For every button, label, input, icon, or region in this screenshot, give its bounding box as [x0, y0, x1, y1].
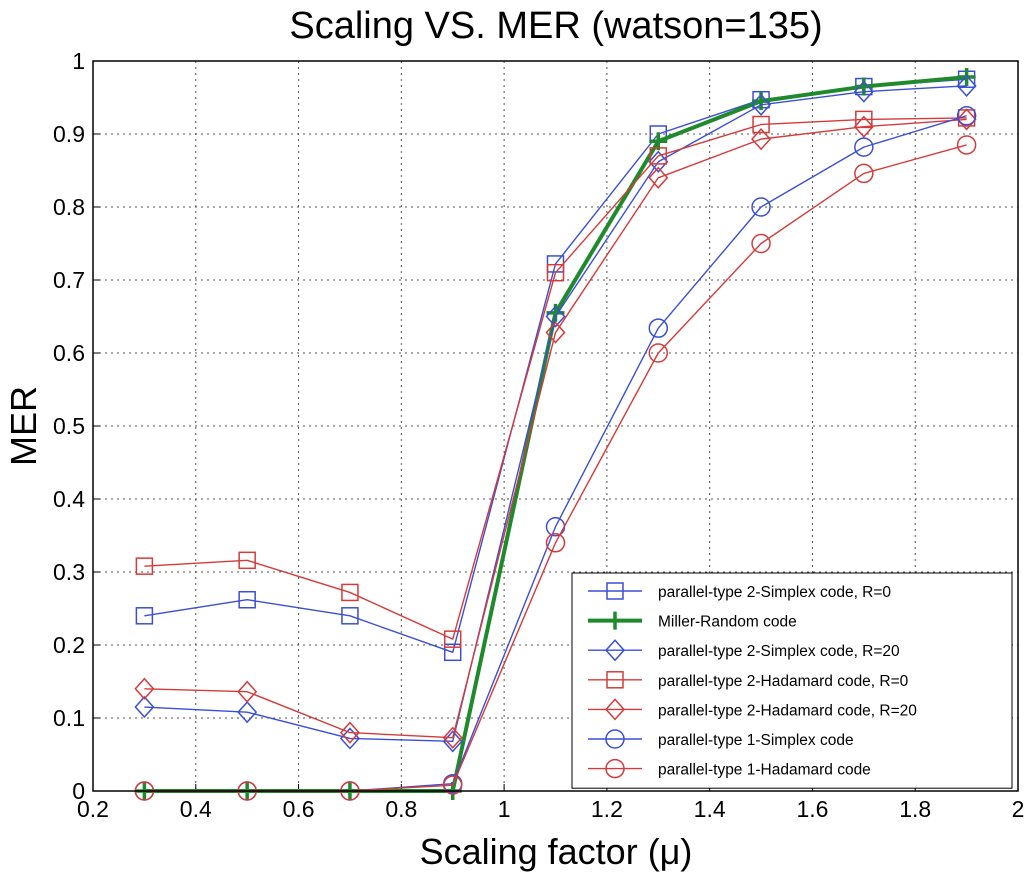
legend-marker-plus	[606, 611, 624, 630]
data-point-circle	[956, 106, 977, 126]
legend-label: parallel-type 1-Hadamard code	[658, 762, 871, 779]
y-tick-label: 1	[72, 48, 85, 74]
legend-item: parallel-type 2-Hadamard code, R=0	[588, 671, 909, 690]
legend-item: Miller-Random code	[588, 611, 797, 631]
x-tick-label: 0.2	[77, 796, 109, 822]
legend-label: parallel-type 1-Simplex code	[658, 732, 854, 749]
data-point-circle	[751, 233, 771, 254]
data-point-square	[341, 607, 359, 625]
data-point-diamond	[339, 721, 360, 744]
x-tick-label: 0.8	[385, 796, 417, 822]
y-tick-label: 0.7	[53, 267, 85, 293]
data-point-square	[135, 607, 154, 625]
y-tick-label: 0.1	[53, 705, 85, 731]
legend-marker-circle	[605, 758, 625, 779]
legend-label: parallel-type 2-Hadamard code, R=0	[658, 673, 909, 690]
x-tick-label: 2	[1012, 796, 1025, 822]
data-point-diamond	[648, 150, 669, 173]
legend-item: parallel-type 2-Simplex code, R=0	[588, 582, 891, 601]
legend-marker-circle	[605, 729, 625, 749]
chart-title: Scaling VS. MER (watson=135)	[289, 5, 822, 47]
data-point-square	[752, 115, 770, 134]
data-point-circle	[751, 197, 771, 217]
plot-frame	[92, 60, 1019, 792]
data-point-diamond	[545, 305, 566, 328]
y-tick-label: 0.4	[53, 486, 85, 512]
legend-item: parallel-type 2-Hadamard code, R=20	[588, 698, 917, 721]
data-point-square	[238, 551, 256, 570]
data-point-square	[135, 557, 154, 575]
data-point-diamond	[134, 695, 155, 719]
y-tick-label: 0.9	[53, 121, 85, 147]
legend-label: parallel-type 2-Simplex code, R=0	[658, 584, 891, 601]
y-tick-label: 0.5	[53, 413, 85, 439]
data-point-square	[341, 583, 359, 602]
series-line	[144, 118, 967, 739]
tick-labels: 0.2 0.4 0.6 0.8 1 1.2 1.4 1.6 1.8 2 0 0.1 0.2 0.3 0.4 0…	[53, 48, 1024, 822]
y-tick-label: 0	[72, 778, 85, 804]
data-point-square	[443, 643, 462, 662]
legend-label: parallel-type 2-Hadamard code, R=20	[658, 702, 917, 719]
legend-label: parallel-type 2-Simplex code, R=20	[658, 643, 900, 660]
data-point-circle	[648, 343, 669, 363]
series-line	[144, 117, 967, 640]
data-point-circle	[854, 137, 874, 157]
x-tick-label: 1.2	[591, 796, 623, 822]
data-point-diamond	[648, 166, 669, 189]
data-point-diamond	[237, 680, 258, 703]
legend-item: parallel-type 2-Simplex code, R=20	[588, 639, 900, 662]
y-axis-label: MER	[3, 386, 44, 466]
data-point-diamond	[956, 74, 977, 97]
x-tick-label: 1	[498, 796, 511, 822]
legend-item: parallel-type 1-Simplex code	[588, 729, 854, 749]
x-tick-label: 0.4	[180, 796, 212, 822]
data-point-diamond	[545, 321, 566, 344]
data-point-diamond	[853, 115, 874, 138]
data-point-diamond	[853, 80, 874, 103]
data-point-circle	[648, 318, 669, 338]
data-point-circle	[442, 775, 463, 795]
data-point-square	[238, 590, 256, 609]
legend-marker-square	[606, 582, 624, 600]
data-point-diamond	[956, 108, 977, 131]
legend-marker-diamond	[604, 639, 626, 662]
x-axis-label: Scaling factor (μ)	[420, 831, 693, 872]
x-tick-label: 1.8	[899, 796, 931, 822]
y-tick-label: 0.3	[53, 559, 85, 585]
legend-label: Miller-Random code	[658, 614, 797, 631]
data-point-diamond	[751, 93, 772, 116]
y-tick-label: 0.2	[53, 632, 85, 658]
data-point-circle	[956, 135, 977, 155]
data-point-circle	[854, 163, 874, 184]
data-point-diamond	[134, 677, 155, 700]
legend-marker-square	[606, 671, 624, 689]
x-tick-label: 0.6	[283, 796, 315, 822]
data-point-diamond	[751, 127, 772, 151]
y-tick-label: 0.6	[53, 340, 85, 366]
x-tick-label: 1.6	[796, 796, 828, 822]
legend: parallel-type 2-Simplex code, R=0 Miller-…	[571, 572, 1013, 789]
data-point-square	[443, 630, 462, 648]
data-point-circle	[545, 533, 566, 553]
series-parallel-type-2-hadamard-code-r-20	[134, 108, 977, 749]
legend-item: parallel-type 1-Hadamard code	[588, 758, 871, 779]
data-point-plus	[957, 68, 976, 87]
series-parallel-type-2-hadamard-code-r-0	[135, 109, 976, 648]
y-tick-label: 0.8	[53, 194, 85, 220]
data-point-diamond	[237, 701, 258, 724]
legend-marker-diamond	[604, 698, 626, 721]
x-tick-label: 1.4	[694, 796, 726, 822]
legend-box	[571, 572, 1013, 789]
data-point-diamond	[442, 726, 463, 749]
series-line	[144, 85, 967, 743]
data-point-square	[649, 147, 668, 165]
data-point-square	[546, 263, 565, 282]
